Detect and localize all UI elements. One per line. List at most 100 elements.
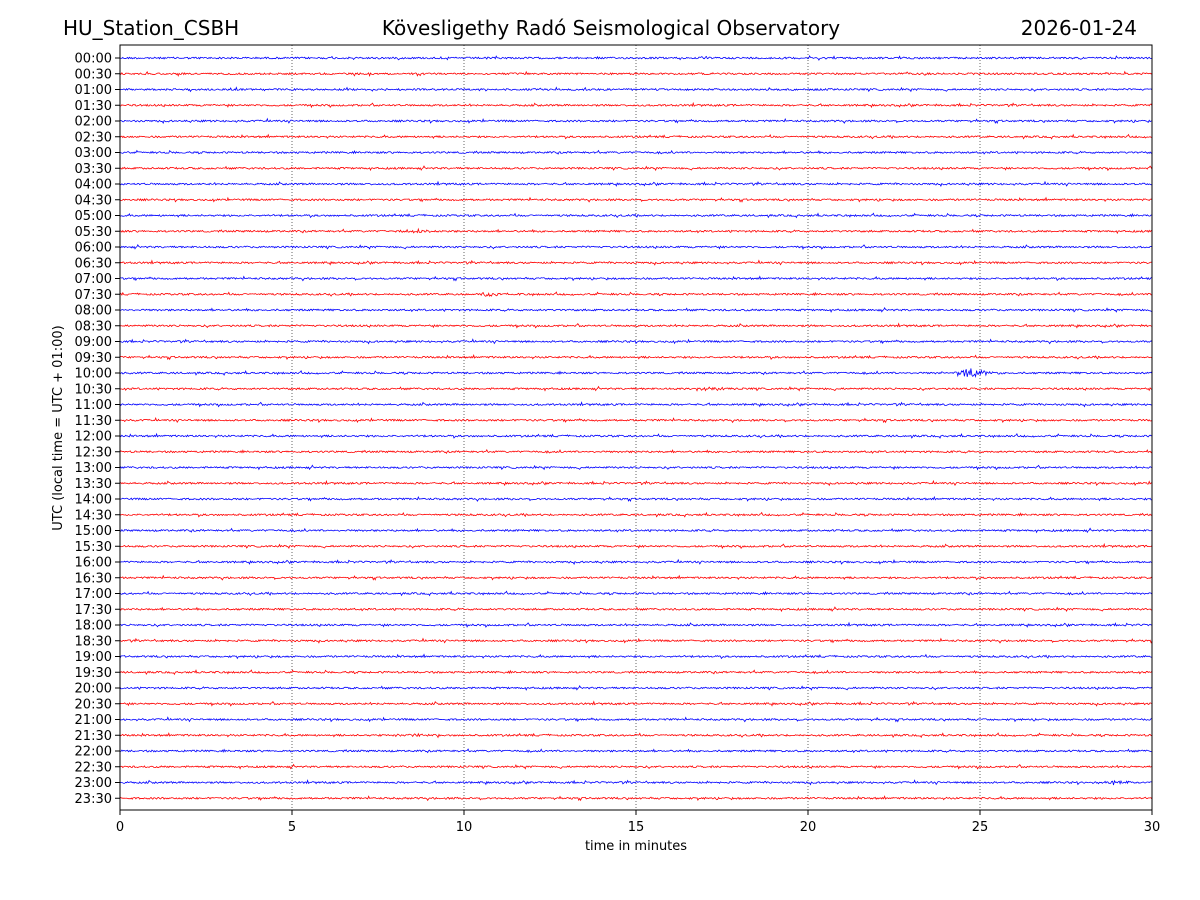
x-tick-label: 30 — [1144, 820, 1161, 835]
y-tick-label: 10:30 — [75, 382, 112, 397]
trace-row — [119, 621, 1153, 628]
y-tick-label: 09:00 — [75, 335, 112, 350]
trace-row — [119, 86, 1153, 93]
y-tick-label: 12:00 — [75, 430, 112, 445]
trace-row — [119, 244, 1153, 250]
trace-row — [119, 416, 1153, 424]
y-tick-label: 19:00 — [75, 650, 112, 665]
trace-row — [119, 716, 1153, 723]
x-tick-label: 25 — [972, 820, 989, 835]
y-tick-label: 18:30 — [75, 634, 112, 649]
trace-row — [119, 432, 1153, 439]
x-tick-label: 15 — [628, 820, 645, 835]
y-tick-label: 01:00 — [75, 83, 112, 98]
x-tick-label: 10 — [456, 820, 473, 835]
trace-row — [119, 165, 1153, 172]
y-axis-ticks: 00:0000:3001:0001:3002:0002:3003:0003:30… — [75, 52, 120, 807]
y-tick-label: 11:00 — [75, 398, 112, 413]
trace-row — [119, 653, 1153, 660]
trace-row — [119, 669, 1153, 676]
trace-row — [119, 748, 1153, 754]
y-tick-label: 08:00 — [75, 304, 112, 319]
y-tick-label: 03:00 — [75, 146, 112, 161]
trace-row — [119, 590, 1153, 597]
trace-row — [119, 511, 1153, 518]
y-tick-label: 14:00 — [75, 493, 112, 508]
y-tick-label: 21:30 — [75, 729, 112, 744]
y-tick-label: 21:00 — [75, 713, 112, 728]
y-tick-label: 23:30 — [75, 792, 112, 807]
y-tick-label: 04:30 — [75, 193, 112, 208]
trace-row — [119, 307, 1153, 313]
trace-row — [119, 574, 1153, 581]
y-tick-label: 16:00 — [75, 556, 112, 571]
y-tick-label: 02:30 — [75, 130, 112, 145]
trace-row — [119, 700, 1153, 707]
y-tick-label: 16:30 — [75, 571, 112, 586]
trace-row — [119, 495, 1153, 503]
y-tick-label: 15:00 — [75, 524, 112, 539]
x-tick-label: 20 — [800, 820, 817, 835]
y-tick-label: 19:30 — [75, 666, 112, 681]
y-tick-label: 14:30 — [75, 508, 112, 523]
y-tick-label: 00:00 — [75, 52, 112, 67]
y-tick-label: 17:30 — [75, 603, 112, 618]
y-tick-label: 10:00 — [75, 367, 112, 382]
observatory-title: Kövesligethy Radó Seismological Observat… — [382, 16, 840, 40]
trace-row — [119, 448, 1153, 454]
trace-row — [119, 779, 1153, 786]
y-tick-label: 09:30 — [75, 351, 112, 366]
trace-row — [119, 149, 1153, 155]
y-tick-label: 01:30 — [75, 99, 112, 114]
trace-row — [119, 180, 1153, 187]
y-tick-label: 22:30 — [75, 760, 112, 775]
trace-row — [119, 259, 1153, 266]
trace-row — [119, 558, 1153, 565]
plot-frame — [119, 44, 1153, 811]
trace-row — [119, 291, 1153, 297]
y-tick-label: 11:30 — [75, 414, 112, 429]
trace-row — [119, 212, 1153, 219]
trace-row — [119, 795, 1153, 802]
station-name: HU_Station_CSBH — [63, 16, 239, 40]
trace-row — [119, 542, 1153, 550]
trace-row — [119, 527, 1153, 534]
y-tick-label: 15:30 — [75, 540, 112, 555]
y-tick-label: 08:30 — [75, 319, 112, 334]
trace-row — [119, 54, 1153, 61]
trace-row — [119, 117, 1153, 125]
trace-row — [119, 464, 1153, 471]
trace-row — [119, 133, 1153, 140]
y-tick-label: 02:00 — [75, 115, 112, 130]
trace-row — [119, 637, 1153, 644]
trace-row — [119, 338, 1153, 345]
trace-row — [119, 275, 1153, 282]
y-tick-label: 18:00 — [75, 619, 112, 634]
y-tick-label: 05:30 — [75, 225, 112, 240]
y-tick-label: 05:00 — [75, 209, 112, 224]
trace-row — [119, 70, 1153, 78]
x-tick-label: 0 — [116, 820, 124, 835]
trace-row — [119, 196, 1153, 203]
y-tick-label: 07:00 — [75, 272, 112, 287]
trace-row — [119, 227, 1153, 235]
y-tick-label: 17:00 — [75, 587, 112, 602]
y-tick-label: 13:30 — [75, 477, 112, 492]
y-tick-label: 20:30 — [75, 697, 112, 712]
trace-row — [119, 401, 1153, 408]
y-tick-label: 00:30 — [75, 67, 112, 82]
trace-row — [119, 368, 1153, 378]
x-axis-ticks: 0 5 10 15 20 25 30 — [116, 810, 1160, 835]
y-tick-label: 07:30 — [75, 288, 112, 303]
trace-row — [119, 685, 1153, 691]
y-tick-label: 04:00 — [75, 178, 112, 193]
trace-row — [119, 763, 1153, 770]
trace-row — [119, 322, 1153, 329]
y-tick-label: 06:30 — [75, 256, 112, 271]
trace-row — [119, 732, 1153, 739]
y-tick-label: 22:00 — [75, 745, 112, 760]
plot-date: 2026-01-24 — [1021, 16, 1137, 40]
trace-row — [119, 479, 1153, 487]
y-tick-label: 06:00 — [75, 241, 112, 256]
x-axis-label: time in minutes — [585, 839, 687, 854]
